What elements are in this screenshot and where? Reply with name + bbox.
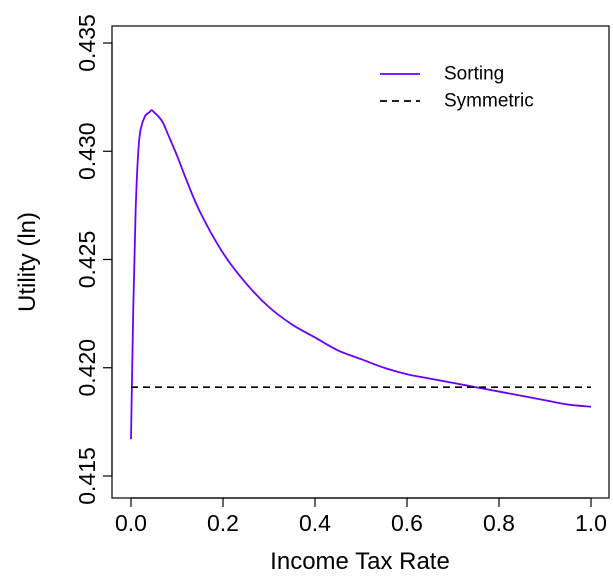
- x-axis: 0.0 0.2 0.4 0.6 0.8 1.0: [115, 497, 607, 536]
- y-axis: 0.415 0.420 0.425 0.430 0.435: [74, 14, 113, 505]
- x-tick-label: 0.0: [115, 510, 147, 536]
- series-line-sorting: [130, 109, 592, 440]
- y-tick-label: 0.425: [74, 231, 100, 289]
- legend-label-symmetric: Symmetric: [444, 91, 534, 112]
- series-layer: [130, 109, 592, 440]
- y-tick-label: 0.415: [74, 447, 100, 505]
- x-tick-label: 0.8: [483, 510, 515, 536]
- y-tick-label: 0.430: [74, 122, 100, 180]
- x-tick-label: 0.4: [299, 510, 331, 536]
- y-axis-title: Utility (ln): [14, 212, 41, 312]
- x-axis-title: Income Tax Rate: [270, 548, 450, 575]
- plot-frame: [111, 25, 610, 499]
- x-tick-label: 0.2: [207, 510, 239, 536]
- y-tick-label: 0.435: [74, 14, 100, 72]
- legend-label-sorting: Sorting: [444, 64, 504, 85]
- y-tick-label: 0.420: [74, 339, 100, 397]
- x-tick-label: 0.6: [391, 510, 423, 536]
- legend: Sorting Symmetric: [380, 64, 534, 112]
- x-tick-label: 1.0: [575, 510, 607, 536]
